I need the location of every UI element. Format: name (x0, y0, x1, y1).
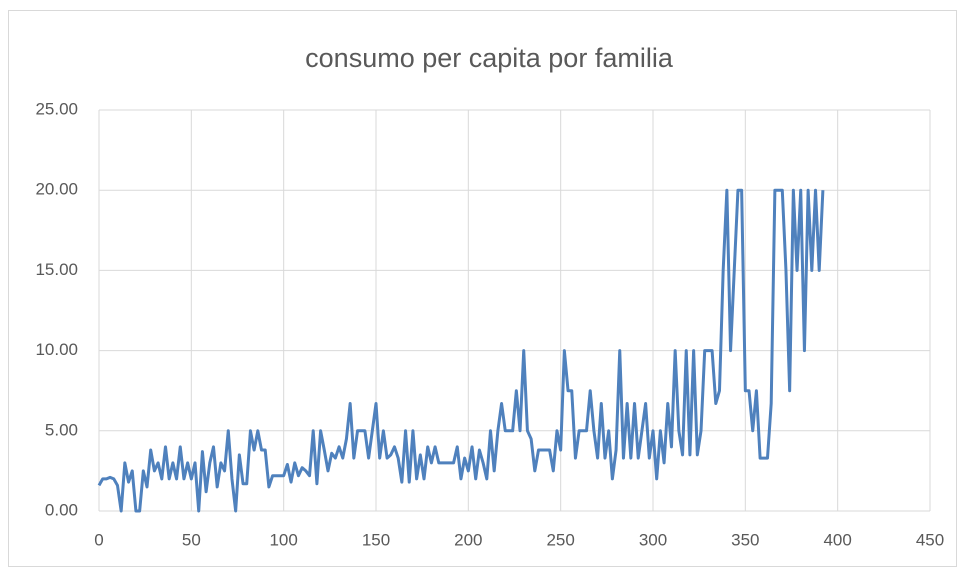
x-tick-label: 200 (454, 530, 482, 549)
x-tick-label: 50 (182, 530, 201, 549)
x-tick-label: 350 (731, 530, 759, 549)
x-tick-label: 0 (94, 530, 103, 549)
x-tick-label: 300 (639, 530, 667, 549)
data-line (97, 188, 825, 513)
x-tick-label: 150 (362, 530, 390, 549)
x-tick-label: 250 (546, 530, 574, 549)
chart-title: consumo per capita por familia (305, 43, 674, 73)
x-tick-label: 100 (269, 530, 297, 549)
y-tick-label: 5.00 (45, 420, 78, 439)
y-tick-label: 20.00 (35, 180, 78, 199)
y-tick-label: 10.00 (35, 340, 78, 359)
y-tick-label: 25.00 (35, 99, 78, 118)
x-tick-label: 400 (823, 530, 851, 549)
y-tick-label: 15.00 (35, 260, 78, 279)
chart-border (8, 10, 957, 567)
y-tick-label: 0.00 (45, 500, 78, 519)
x-tick-label: 450 (916, 530, 944, 549)
